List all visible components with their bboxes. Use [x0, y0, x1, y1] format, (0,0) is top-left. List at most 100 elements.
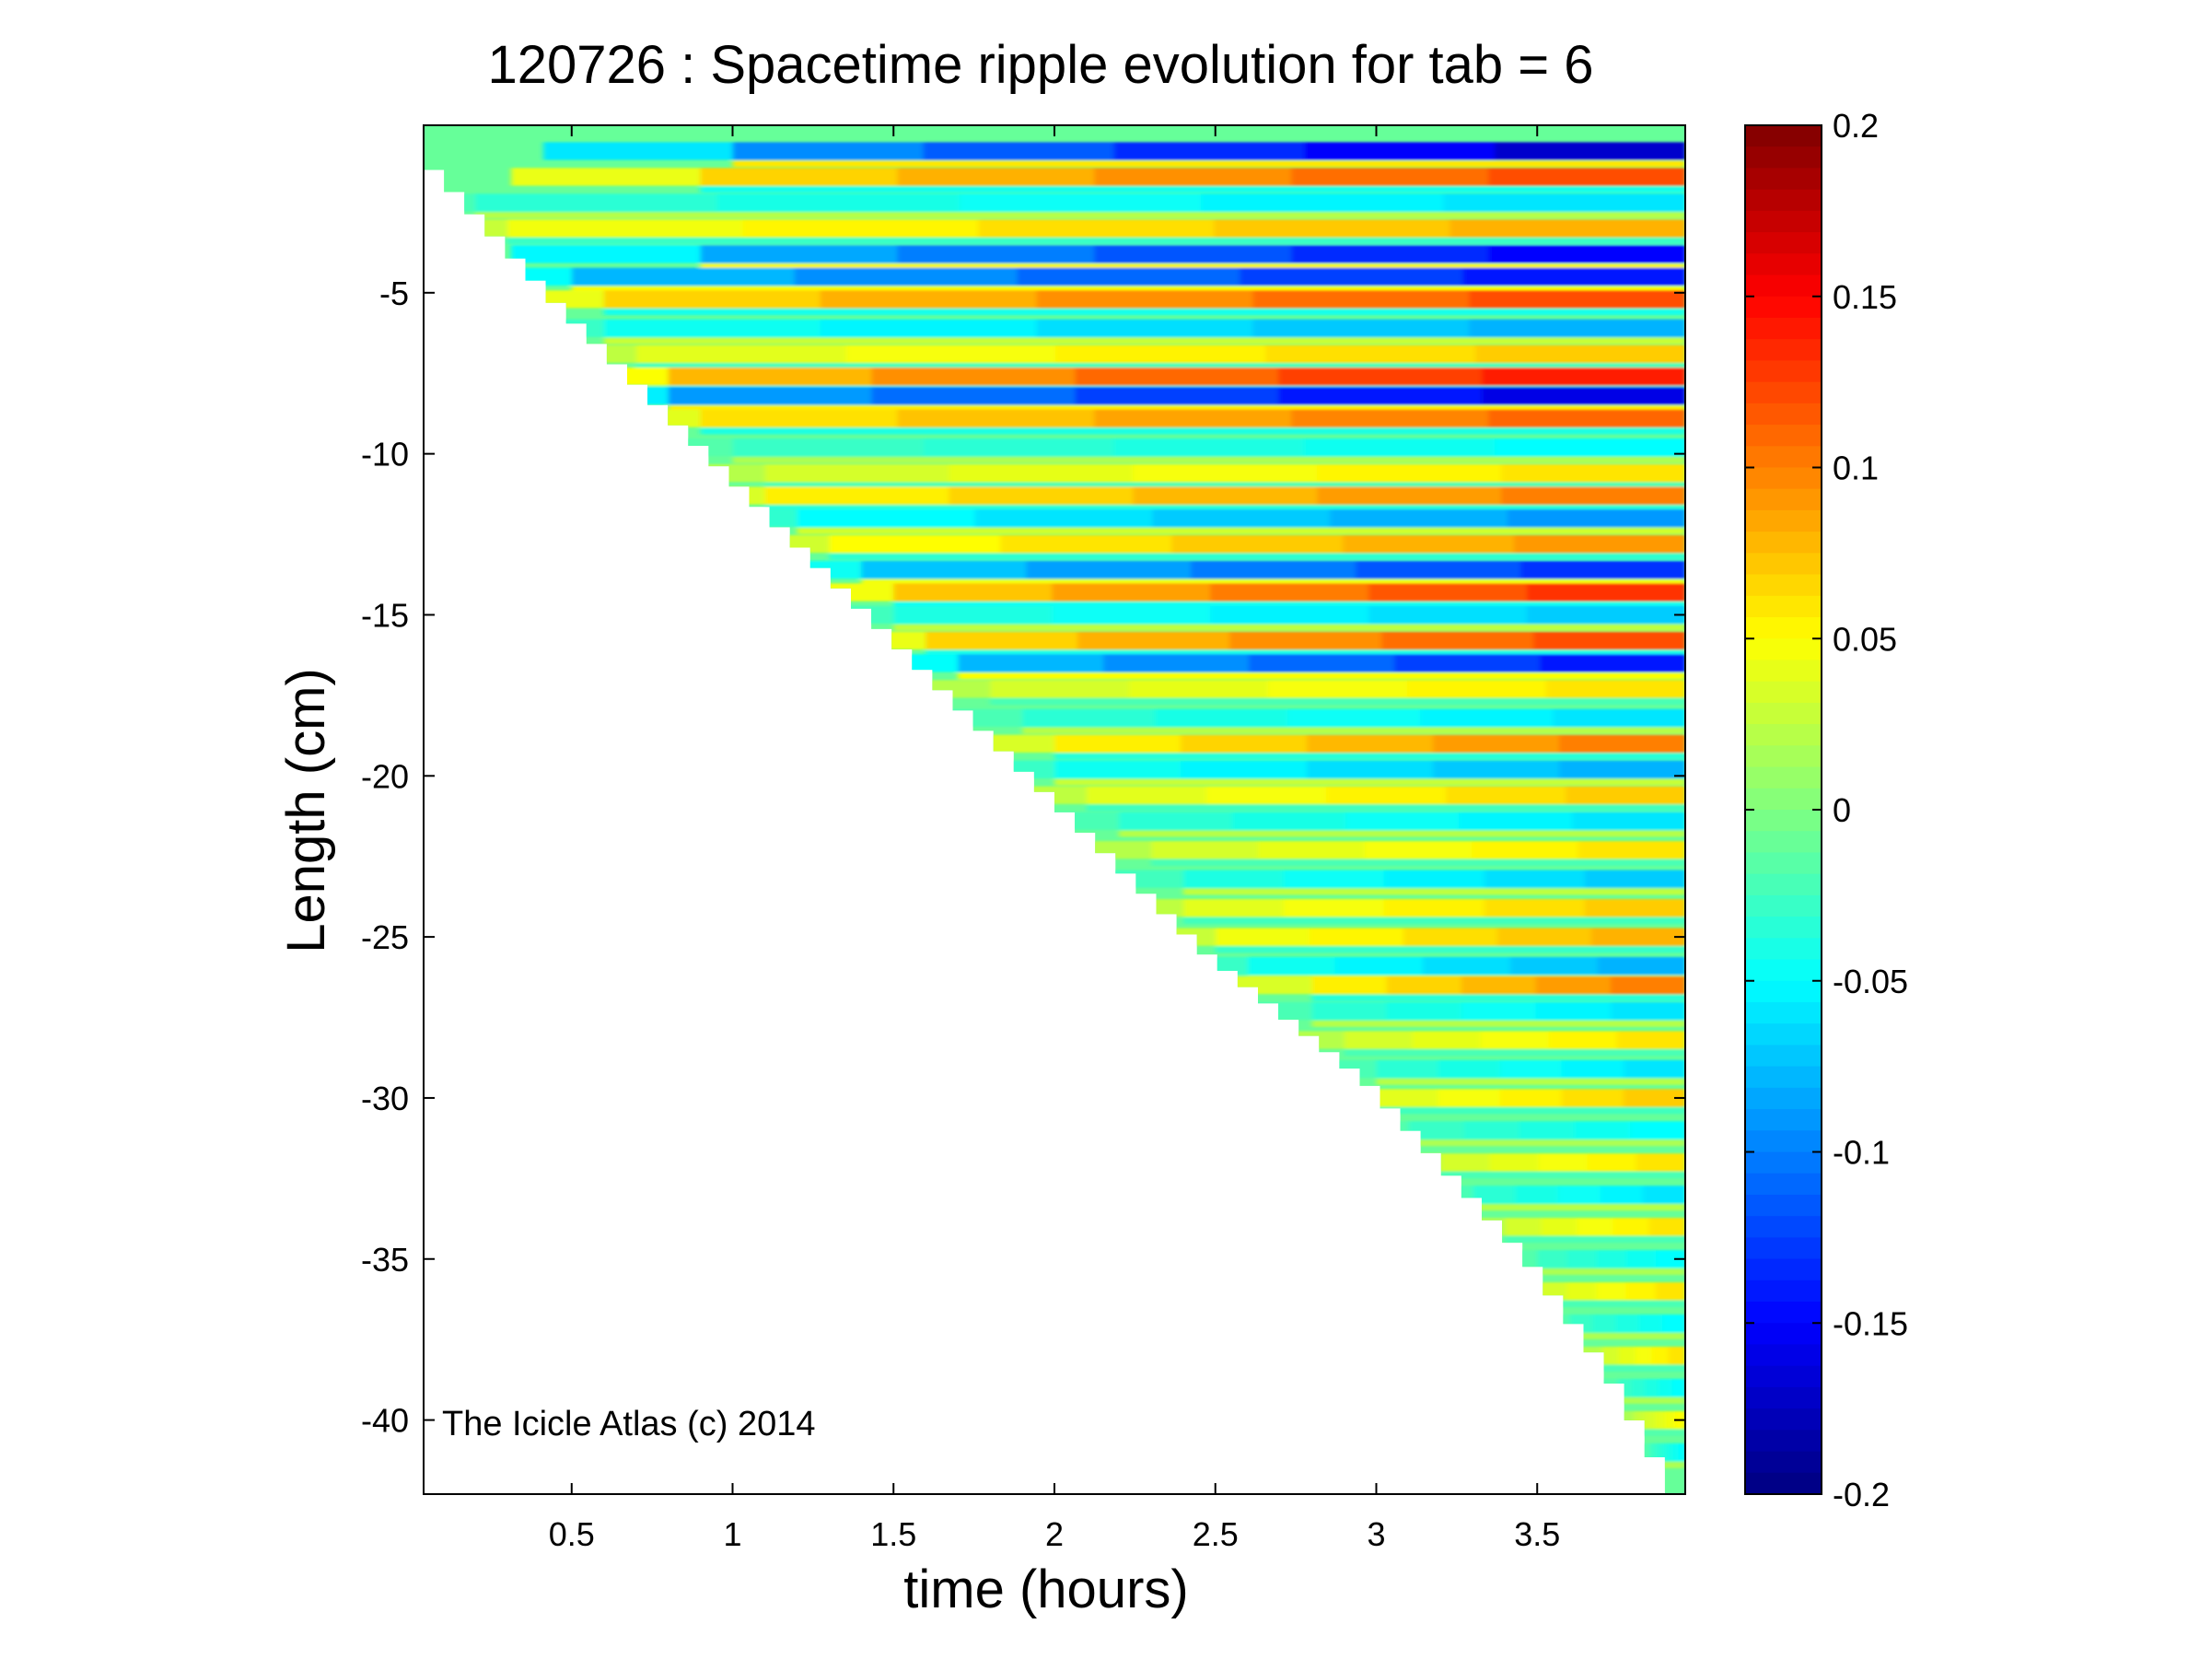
heatmap-band: [1571, 812, 1685, 830]
heatmap-plot-area: [424, 125, 1685, 1494]
heatmap-band-companion: [1376, 1107, 1685, 1115]
heatmap-band: [1311, 1001, 1388, 1021]
heatmap-band-companion: [990, 698, 1685, 706]
heatmap-band-lead: [1123, 1001, 1312, 1021]
colorbar-swatch: [1745, 1001, 1822, 1024]
heatmap-band: [1664, 1410, 1676, 1430]
heatmap-band: [1345, 812, 1460, 830]
heatmap-band: [893, 605, 1054, 625]
colorbar-swatch: [1745, 1066, 1822, 1089]
y-tick-label: -5: [379, 275, 409, 312]
heatmap-band: [794, 267, 1019, 286]
heatmap-band: [1381, 631, 1535, 650]
colorbar-swatch: [1745, 917, 1822, 939]
heatmap-band: [1191, 560, 1357, 579]
heatmap-band: [1678, 1443, 1685, 1462]
heatmap-band: [1422, 956, 1511, 976]
colorbar-swatch: [1745, 1408, 1822, 1431]
heatmap-band: [1054, 734, 1182, 753]
heatmap-band: [1668, 1347, 1685, 1365]
heatmap-band: [1505, 1218, 1543, 1236]
heatmap-band: [474, 193, 718, 212]
heatmap-band: [1655, 1250, 1685, 1268]
heatmap-band-lead: [479, 368, 669, 386]
heatmap-band: [603, 319, 821, 337]
colorbar-swatch: [1745, 296, 1822, 319]
heatmap-band: [1407, 680, 1548, 698]
heatmap-band-companion: [1054, 753, 1685, 760]
heatmap-band: [1561, 1059, 1624, 1079]
heatmap-band-companion: [926, 650, 1685, 657]
x-tick-label: 2: [1045, 1515, 1064, 1553]
heatmap-band: [1469, 319, 1685, 337]
heatmap-band-companion: [1505, 1236, 1685, 1244]
heatmap-band: [1638, 1314, 1663, 1333]
x-tick-label: 1: [723, 1515, 741, 1553]
heatmap-band: [1654, 1410, 1666, 1430]
heatmap-band: [1535, 1001, 1612, 1021]
heatmap-band: [1495, 438, 1685, 457]
heatmap-band: [1623, 1089, 1685, 1107]
heatmap-band-companion: [1617, 1397, 1685, 1404]
heatmap-band: [1612, 1218, 1650, 1236]
x-tick-label: 3.5: [1514, 1515, 1560, 1553]
heatmap-band: [1152, 508, 1332, 528]
heatmap-band: [1610, 1001, 1685, 1021]
heatmap-band: [1590, 928, 1685, 946]
heatmap-band-lead: [1315, 1218, 1506, 1236]
heatmap-band: [1438, 1059, 1501, 1079]
heatmap-band: [974, 508, 1154, 528]
heatmap-band: [1596, 1282, 1627, 1301]
colorbar-swatch: [1745, 232, 1822, 254]
colorbar-swatch: [1745, 1472, 1822, 1495]
heatmap-band: [700, 409, 899, 427]
heatmap-band-lead: [479, 387, 669, 405]
heatmap-band: [1577, 1218, 1614, 1236]
colorbar-swatch: [1745, 146, 1822, 169]
heatmap-band: [635, 345, 847, 363]
heatmap-band: [1343, 534, 1516, 554]
heatmap-band: [1304, 142, 1496, 160]
colorbar-swatch: [1745, 1194, 1822, 1217]
colorbar-swatch: [1745, 617, 1822, 639]
colorbar-swatch: [1745, 360, 1822, 383]
colorbar-swatch: [1745, 894, 1822, 917]
heatmap-band: [1566, 1250, 1598, 1268]
heatmap-band-companion: [1182, 888, 1685, 895]
colorbar-tick-label: 0.2: [1833, 107, 1879, 145]
colorbar-swatch: [1745, 1023, 1822, 1046]
heatmap-band: [1636, 1153, 1685, 1172]
heatmap-band-companion: [829, 554, 1685, 560]
colorbar-swatch: [1745, 339, 1822, 362]
heatmap-band: [1592, 1314, 1617, 1333]
heatmap-band-companion: [700, 186, 1685, 193]
heatmap-band: [797, 508, 976, 528]
heatmap-band: [1229, 631, 1383, 650]
heatmap-band-companion: [1182, 917, 1685, 924]
heatmap-band-companion: [732, 160, 1685, 168]
heatmap-band-lead: [1186, 1059, 1377, 1079]
heatmap-band: [1171, 534, 1345, 554]
heatmap-band-companion: [1215, 946, 1685, 953]
colorbar-swatch: [1745, 1344, 1822, 1367]
colorbar-swatch: [1745, 1045, 1822, 1068]
y-tick-label: -20: [361, 757, 409, 795]
heatmap-band-companion: [1408, 1139, 1685, 1147]
heatmap-band-companion: [1118, 830, 1685, 837]
heatmap-band-lead: [704, 583, 894, 602]
heatmap-band: [1309, 928, 1404, 946]
heatmap-band: [1291, 245, 1490, 263]
heatmap-band: [1443, 193, 1685, 212]
heatmap-band-lead: [511, 168, 701, 186]
x-tick-label: 1.5: [870, 1515, 916, 1553]
heatmap-band: [1052, 605, 1212, 625]
heatmap-band: [1617, 1379, 1633, 1397]
heatmap-band: [1368, 605, 1529, 625]
colorbar-swatch: [1745, 1216, 1822, 1238]
heatmap-band: [1386, 976, 1462, 995]
colorbar-swatch: [1745, 660, 1822, 683]
heatmap-band: [732, 438, 925, 457]
heatmap-band: [1133, 486, 1319, 505]
heatmap-band: [1356, 560, 1522, 579]
heatmap-band-lead: [575, 464, 765, 483]
